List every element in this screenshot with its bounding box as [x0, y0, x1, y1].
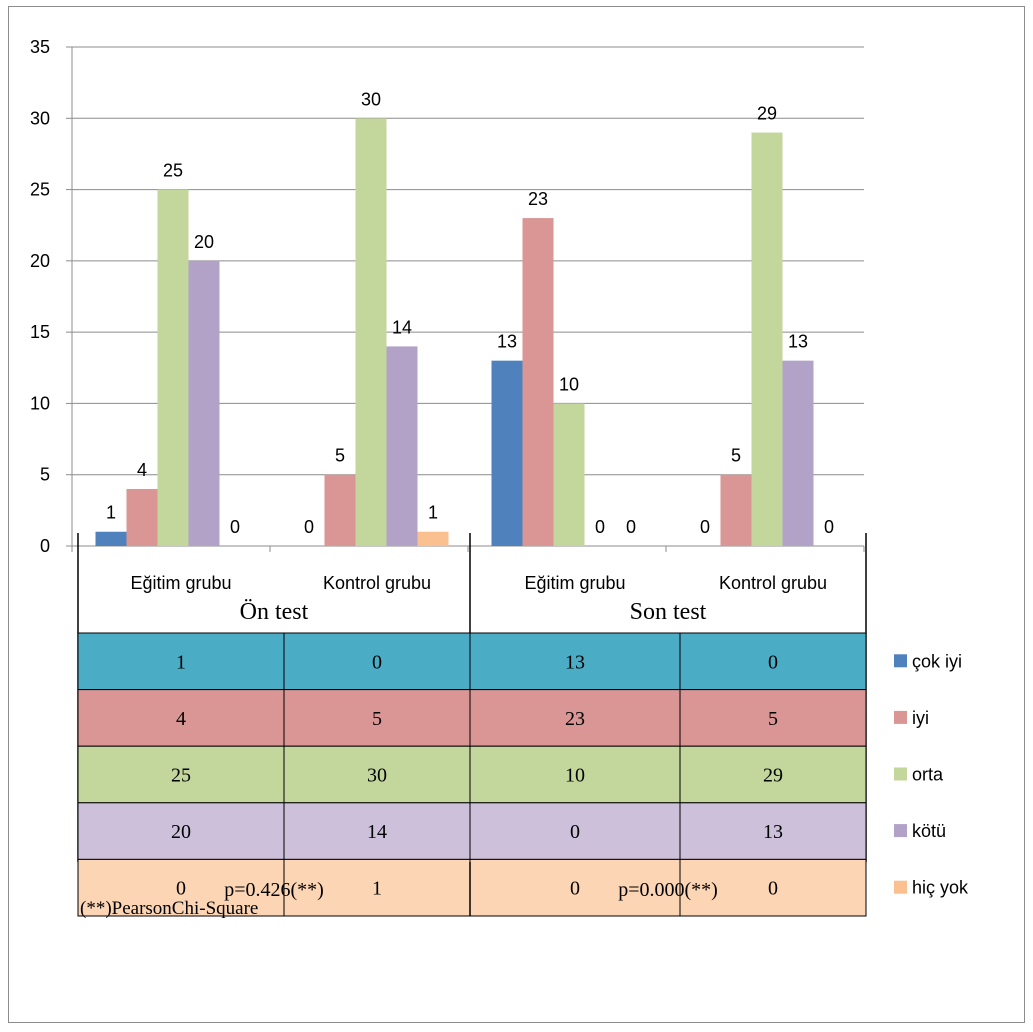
legend-label: hiç yok [912, 878, 969, 898]
data-label: 25 [163, 161, 183, 181]
bar [491, 360, 523, 546]
table-cell: 0 [768, 878, 778, 900]
group-label: Son test [630, 599, 707, 625]
p-value: p=0.000(**) [618, 879, 718, 901]
data-label: 5 [731, 446, 741, 466]
data-label: 0 [700, 517, 710, 537]
y-tick-label: 15 [30, 322, 50, 342]
data-label: 20 [194, 232, 214, 252]
table-cell: 1 [176, 651, 186, 673]
table-cell: 10 [565, 765, 585, 787]
table-cell: 14 [367, 821, 387, 843]
bar [417, 531, 449, 546]
bar [126, 488, 158, 546]
table-row [77, 632, 867, 691]
data-label: 0 [595, 517, 605, 537]
data-label: 30 [361, 89, 381, 109]
table-cell: 30 [367, 765, 387, 787]
group-label: Ön test [240, 599, 309, 625]
y-tick-label: 25 [30, 180, 50, 200]
y-tick-label: 0 [40, 536, 50, 556]
x-category-label: Eğitim grubu [524, 573, 625, 593]
data-label: 5 [335, 446, 345, 466]
data-label: 14 [392, 317, 412, 337]
table-cell: 25 [171, 765, 191, 787]
x-category-label: Eğitim grubu [130, 573, 231, 593]
table-row [77, 858, 867, 917]
x-category-label: Kontrol grubu [719, 573, 827, 593]
data-label: 10 [559, 374, 579, 394]
table-cell: 5 [768, 708, 778, 730]
table-cell: 13 [565, 651, 585, 673]
y-tick-label: 20 [30, 251, 50, 271]
y-tick-label: 30 [30, 108, 50, 128]
legend-swatch [894, 710, 907, 724]
table-cell: 4 [176, 708, 186, 730]
table-cell: 0 [570, 878, 580, 900]
table-cell: 0 [570, 821, 580, 843]
data-label: 0 [626, 517, 636, 537]
y-tick-label: 5 [40, 465, 50, 485]
table-cell: 0 [176, 878, 186, 900]
data-label: 13 [497, 332, 517, 352]
x-category-label: Kontrol grubu [323, 573, 431, 593]
data-label: 23 [528, 189, 548, 209]
bar [522, 218, 554, 547]
y-tick-label: 10 [30, 393, 50, 413]
table-cell: 0 [768, 651, 778, 673]
legend-swatch [894, 767, 907, 781]
legend-label: çok iyi [912, 651, 962, 671]
table-row [77, 802, 867, 860]
table-cell: 0 [372, 651, 382, 673]
data-label: 0 [304, 517, 314, 537]
table-cell: 20 [171, 821, 191, 843]
bar [553, 403, 585, 546]
data-label: 0 [230, 517, 240, 537]
y-tick-label: 35 [30, 37, 50, 57]
data-label: 0 [824, 517, 834, 537]
bar [95, 531, 127, 546]
legend-label: kötü [912, 821, 946, 841]
bar [720, 474, 752, 546]
bar [157, 189, 189, 547]
data-label: 29 [757, 104, 777, 124]
table-cell: 13 [763, 821, 783, 843]
data-label: 1 [106, 503, 116, 523]
bar [386, 346, 418, 546]
bar [324, 474, 356, 546]
legend-label: iyi [912, 708, 929, 728]
bar [355, 118, 387, 547]
table-cell: 29 [763, 765, 783, 787]
table-cell: 23 [565, 708, 585, 730]
table-row [77, 689, 867, 747]
bar [188, 260, 220, 546]
data-label: 1 [428, 503, 438, 523]
data-label: 13 [788, 332, 808, 352]
data-label: 4 [137, 460, 147, 480]
table-row [77, 745, 867, 804]
legend-swatch [894, 824, 907, 838]
footnote: (**)PearsonChi-Square [80, 898, 258, 919]
p-value: p=0.426(**) [224, 879, 324, 901]
table-cell: 1 [372, 878, 382, 900]
bar [782, 360, 814, 546]
legend-label: orta [912, 765, 944, 785]
legend-swatch [894, 654, 907, 668]
table-cell: 5 [372, 708, 382, 730]
legend-swatch [894, 880, 907, 894]
bar [751, 132, 783, 547]
